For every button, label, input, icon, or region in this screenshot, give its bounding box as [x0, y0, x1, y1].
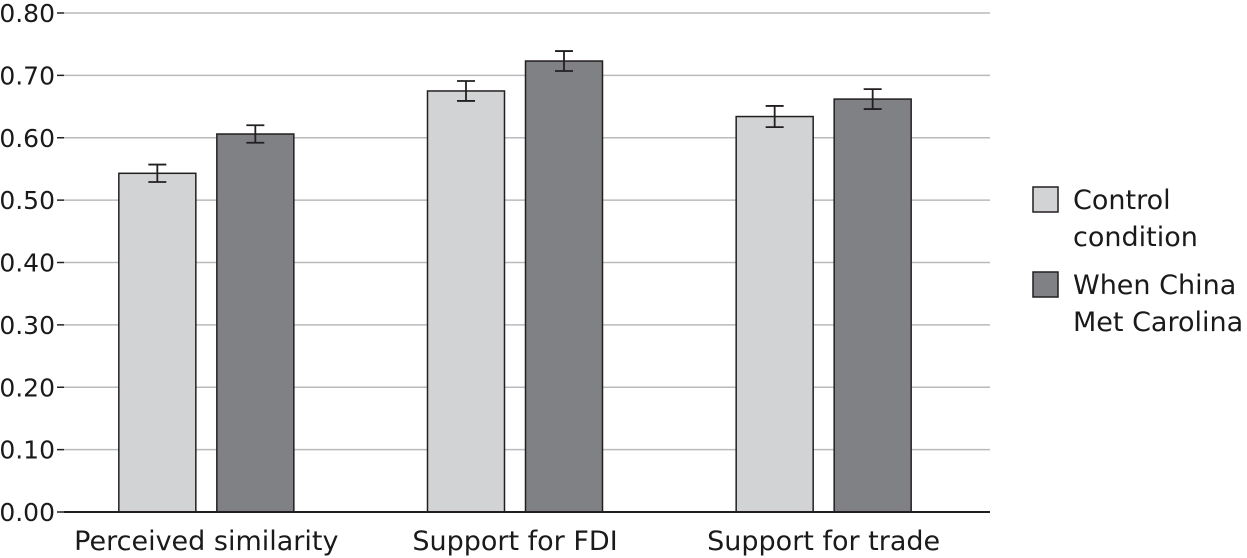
y-tick-label: 0.30: [0, 311, 55, 340]
legend: Control condition When China Met Carolina: [1032, 185, 1243, 338]
error-bars: [148, 50, 882, 183]
legend-swatch: [1032, 271, 1059, 298]
y-tick-label: 0.40: [0, 249, 55, 278]
y-tick-label: 0.10: [0, 436, 55, 465]
bars: [118, 60, 912, 513]
x-category-label: Support for trade: [707, 526, 940, 557]
legend-label: Control: [1073, 185, 1171, 216]
x-category-label: Support for FDI: [412, 526, 617, 557]
legend-label: Met Carolina: [1073, 307, 1243, 338]
y-tick-label: 0.50: [0, 186, 55, 215]
y-tick-label: 0.00: [0, 498, 55, 527]
x-axis-categories: Perceived similarity Support for FDI Suppo…: [74, 526, 940, 557]
legend-swatch: [1032, 186, 1059, 213]
y-tick-label: 0.70: [0, 61, 55, 90]
y-tick-label: 0.60: [0, 124, 55, 153]
bar: [833, 98, 912, 513]
bar: [118, 172, 197, 513]
bar: [735, 115, 814, 513]
legend-label: condition: [1073, 222, 1198, 253]
y-axis-ticks: 0.00 0.10 0.20 0.30 0.40 0.50 0.60 0.70 0.80: [0, 0, 64, 527]
x-category-label: Perceived similarity: [74, 526, 338, 557]
bar: [524, 60, 604, 513]
legend-label: When China: [1073, 270, 1236, 301]
bar: [426, 90, 506, 513]
bar: [216, 133, 295, 513]
y-tick-label: 0.20: [0, 373, 55, 402]
y-tick-label: 0.80: [0, 0, 55, 28]
